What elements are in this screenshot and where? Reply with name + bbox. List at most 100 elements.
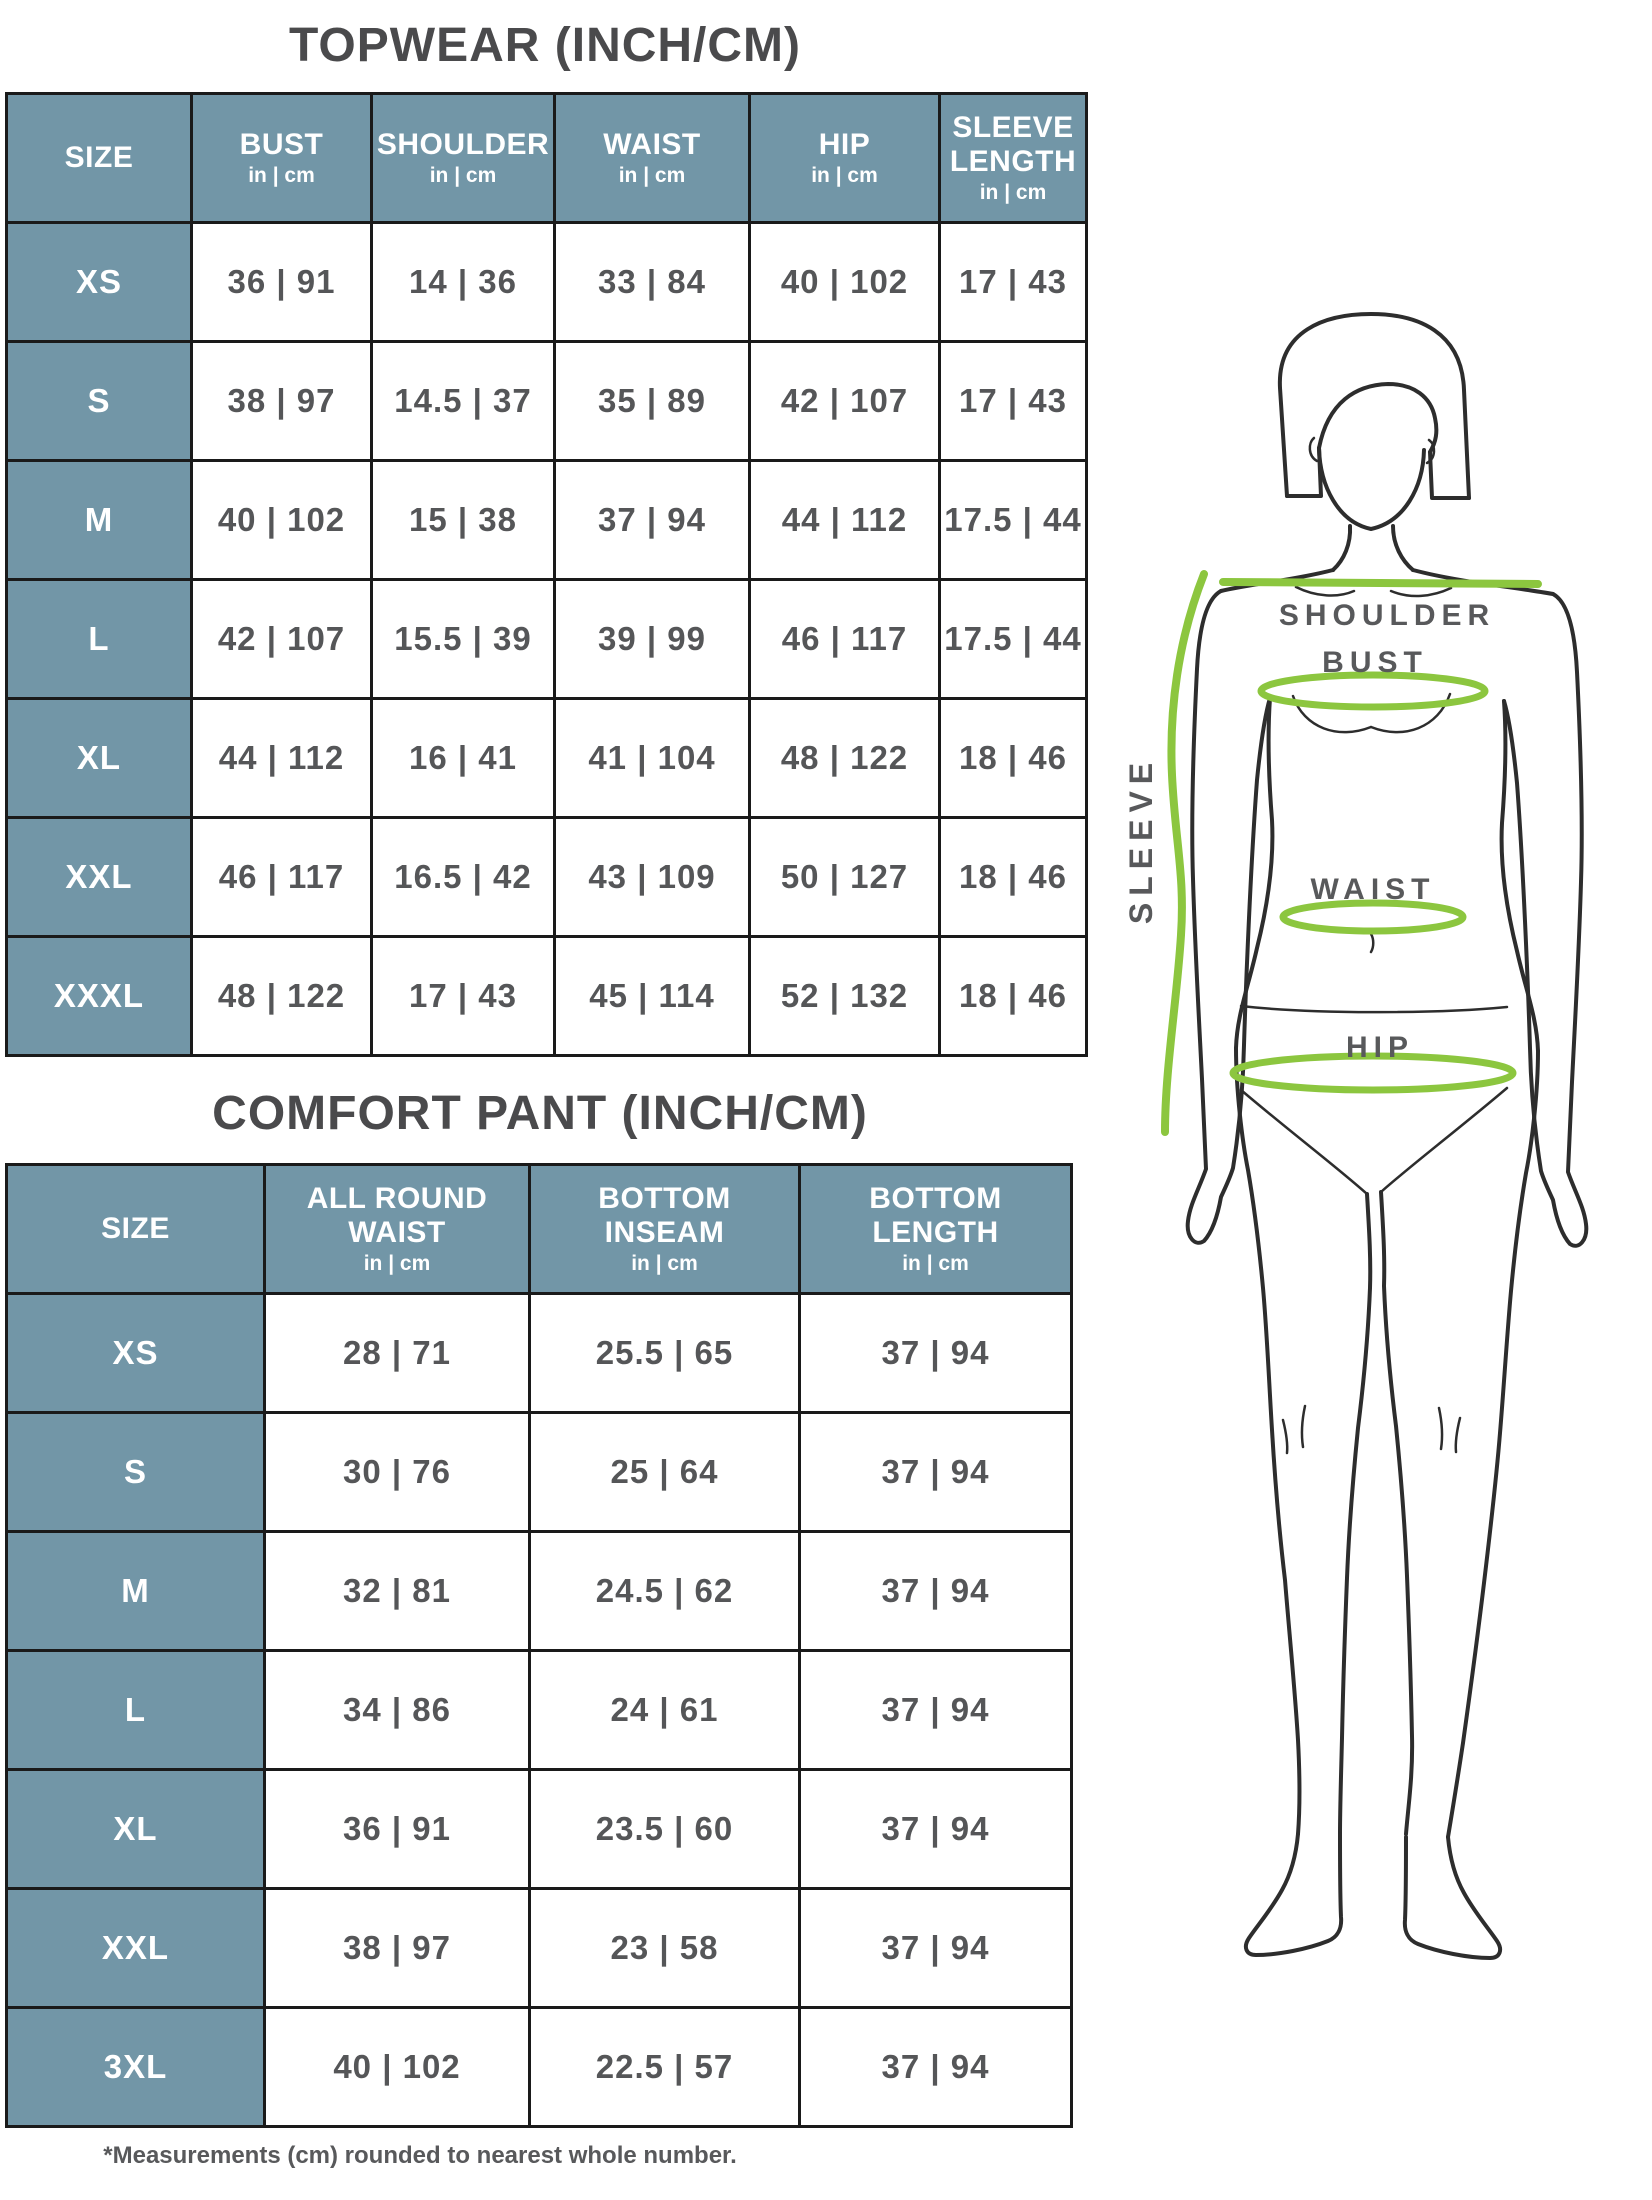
figure-navel [1369,932,1375,954]
figure-hair-fringe [1317,382,1439,454]
size-row-xxl: XXL 46 | 117 16.5 | 42 43 | 109 50 | 127 18 |… [5,816,1088,938]
measurement-cell: 23 | 58 [528,1887,801,2009]
measurement-cell: 14 | 36 [370,221,556,343]
figure-knee-mark [1281,1418,1289,1455]
measurement-cell: 15.5 | 39 [370,578,556,700]
size-cell: XS [5,221,193,343]
column-header-shoulder: SHOULDER in | cm [370,92,556,224]
comfort-pant-size-table: SIZE ALL ROUND WAIST in | cm BOTTOM INSEAM i… [5,1163,1073,2128]
figure-briefs-right [1379,1086,1509,1194]
column-header-label: BOTTOM INSEAM [598,1182,731,1249]
size-cell: XXL [5,1887,266,2009]
column-header-label: BUST [239,128,324,161]
sleeve-measure-line [1161,570,1208,1136]
measurement-cell: 38 | 97 [190,340,373,462]
measurement-cell: 48 | 122 [190,935,373,1057]
size-cell: L [5,1649,266,1771]
column-unit-label: in | cm [618,164,686,187]
measurement-cell: 44 | 112 [190,697,373,819]
measurement-cell: 33 | 84 [553,221,751,343]
figure-collarbone-right [1389,586,1453,598]
figure-hair-right-cut [1428,450,1471,500]
measurement-cell: 52 | 132 [748,935,941,1057]
column-header-label: SHOULDER [376,128,550,161]
figure-briefs-top [1239,1004,1509,1014]
figure-torso-left [1234,696,1275,1050]
column-header-bust: BUST in | cm [190,92,373,224]
measurement-cell: 34 | 86 [263,1649,531,1771]
size-row-s: S 30 | 76 25 | 64 37 | 94 [5,1411,1073,1533]
column-header-label: WAIST [603,128,701,161]
size-row-xl: XL 36 | 91 23.5 | 60 37 | 94 [5,1768,1073,1890]
column-unit-label: in | cm [979,181,1047,204]
measurement-cell: 46 | 117 [748,578,941,700]
measurement-cell: 46 | 117 [190,816,373,938]
figure-label-waist: WAIST [1311,873,1436,906]
shoulder-measure-line [1219,578,1542,588]
measurement-cell: 45 | 114 [553,935,751,1057]
figure-knee-mark [1437,1406,1444,1451]
measurement-cell: 42 | 107 [190,578,373,700]
size-cell: M [5,459,193,581]
measurement-cell: 16.5 | 42 [370,816,556,938]
body-measurement-diagram: SHOULDER BUST WAIST HIP SLEEVE [1123,312,1589,1960]
measurement-cell: 41 | 104 [553,697,751,819]
size-row-xl: XL 44 | 112 16 | 41 41 | 104 48 | 122 18 | 46 [5,697,1088,819]
column-header-label: SIZE [101,1212,170,1245]
measurement-cell: 36 | 91 [263,1768,531,1890]
size-row-l: L 42 | 107 15.5 | 39 39 | 99 46 | 117 17.5 | … [5,578,1088,700]
measurement-cell: 28 | 71 [263,1292,531,1414]
figure-leg-left-inner [1338,1192,1373,1836]
measurement-cell: 42 | 107 [748,340,941,462]
column-header-bottom-inseam: BOTTOM INSEAM in | cm [528,1163,801,1295]
measurement-cell: 50 | 127 [748,816,941,938]
size-row-3xl: 3XL 40 | 102 22.5 | 57 37 | 94 [5,2006,1073,2128]
measurement-cell: 16 | 41 [370,697,556,819]
measurement-cell: 40 | 102 [748,221,941,343]
measurement-cell: 15 | 38 [370,459,556,581]
figure-label-bust: BUST [1322,646,1428,679]
measurement-cell: 17 | 43 [370,935,556,1057]
column-header-label: ALL ROUND WAIST [306,1182,488,1249]
size-row-xs: XS 36 | 91 14 | 36 33 | 84 40 | 102 17 | 43 [5,221,1088,343]
figure-ear-left [1308,436,1319,463]
figure-knee-mark [1300,1404,1307,1449]
measurement-cell: 48 | 122 [748,697,941,819]
measurement-cell: 17 | 43 [938,221,1088,343]
figure-collarbone-left [1294,585,1356,597]
figure-leg-right-outer [1446,1049,1540,1839]
column-header-size: SIZE [5,92,193,224]
bust-measure-ellipse [1257,671,1489,711]
measurement-cell: 25 | 64 [528,1411,801,1533]
size-row-m: M 40 | 102 15 | 38 37 | 94 44 | 112 17.5 | 44 [5,459,1088,581]
measurement-cell: 37 | 94 [553,459,751,581]
topwear-size-table: SIZE BUST in | cm SHOULDER in | cm WAIST in | … [5,92,1088,1057]
measurement-cell: 43 | 109 [553,816,751,938]
figure-bust-curve-right [1369,692,1452,734]
figure-arm-right [1502,592,1589,1248]
column-unit-label: in | cm [902,1252,969,1275]
size-row-xs: XS 28 | 71 25.5 | 65 37 | 94 [5,1292,1073,1414]
column-unit-label: in | cm [429,164,497,187]
figure-label-shoulder: SHOULDER [1279,599,1495,632]
figure-hair-left-cut [1285,446,1323,498]
measurement-cell: 18 | 46 [938,816,1088,938]
measurement-cell: 37 | 94 [798,2006,1073,2128]
figure-leg-left-outer [1234,1046,1302,1836]
size-cell: 3XL [5,2006,266,2128]
figure-neck-left [1331,524,1353,572]
column-unit-label: in | cm [811,164,878,187]
size-row-xxxl: XXXL 48 | 122 17 | 43 45 | 114 52 | 132 18 | … [5,935,1088,1057]
measurement-cell: 14.5 | 37 [370,340,556,462]
column-header-bottom-length: BOTTOM LENGTH in | cm [798,1163,1073,1295]
measurement-cell: 40 | 102 [263,2006,531,2128]
measurement-cell: 18 | 46 [938,697,1088,819]
column-header-label: HIP [818,128,871,161]
size-row-l: L 34 | 86 24 | 61 37 | 94 [5,1649,1073,1771]
size-row-s: S 38 | 97 14.5 | 37 35 | 89 42 | 107 17 | 43 [5,340,1088,462]
figure-leg-right-inner [1379,1190,1415,1836]
measurement-cell: 23.5 | 60 [528,1768,801,1890]
measurement-cell: 32 | 81 [263,1530,531,1652]
measurement-cell: 24.5 | 62 [528,1530,801,1652]
